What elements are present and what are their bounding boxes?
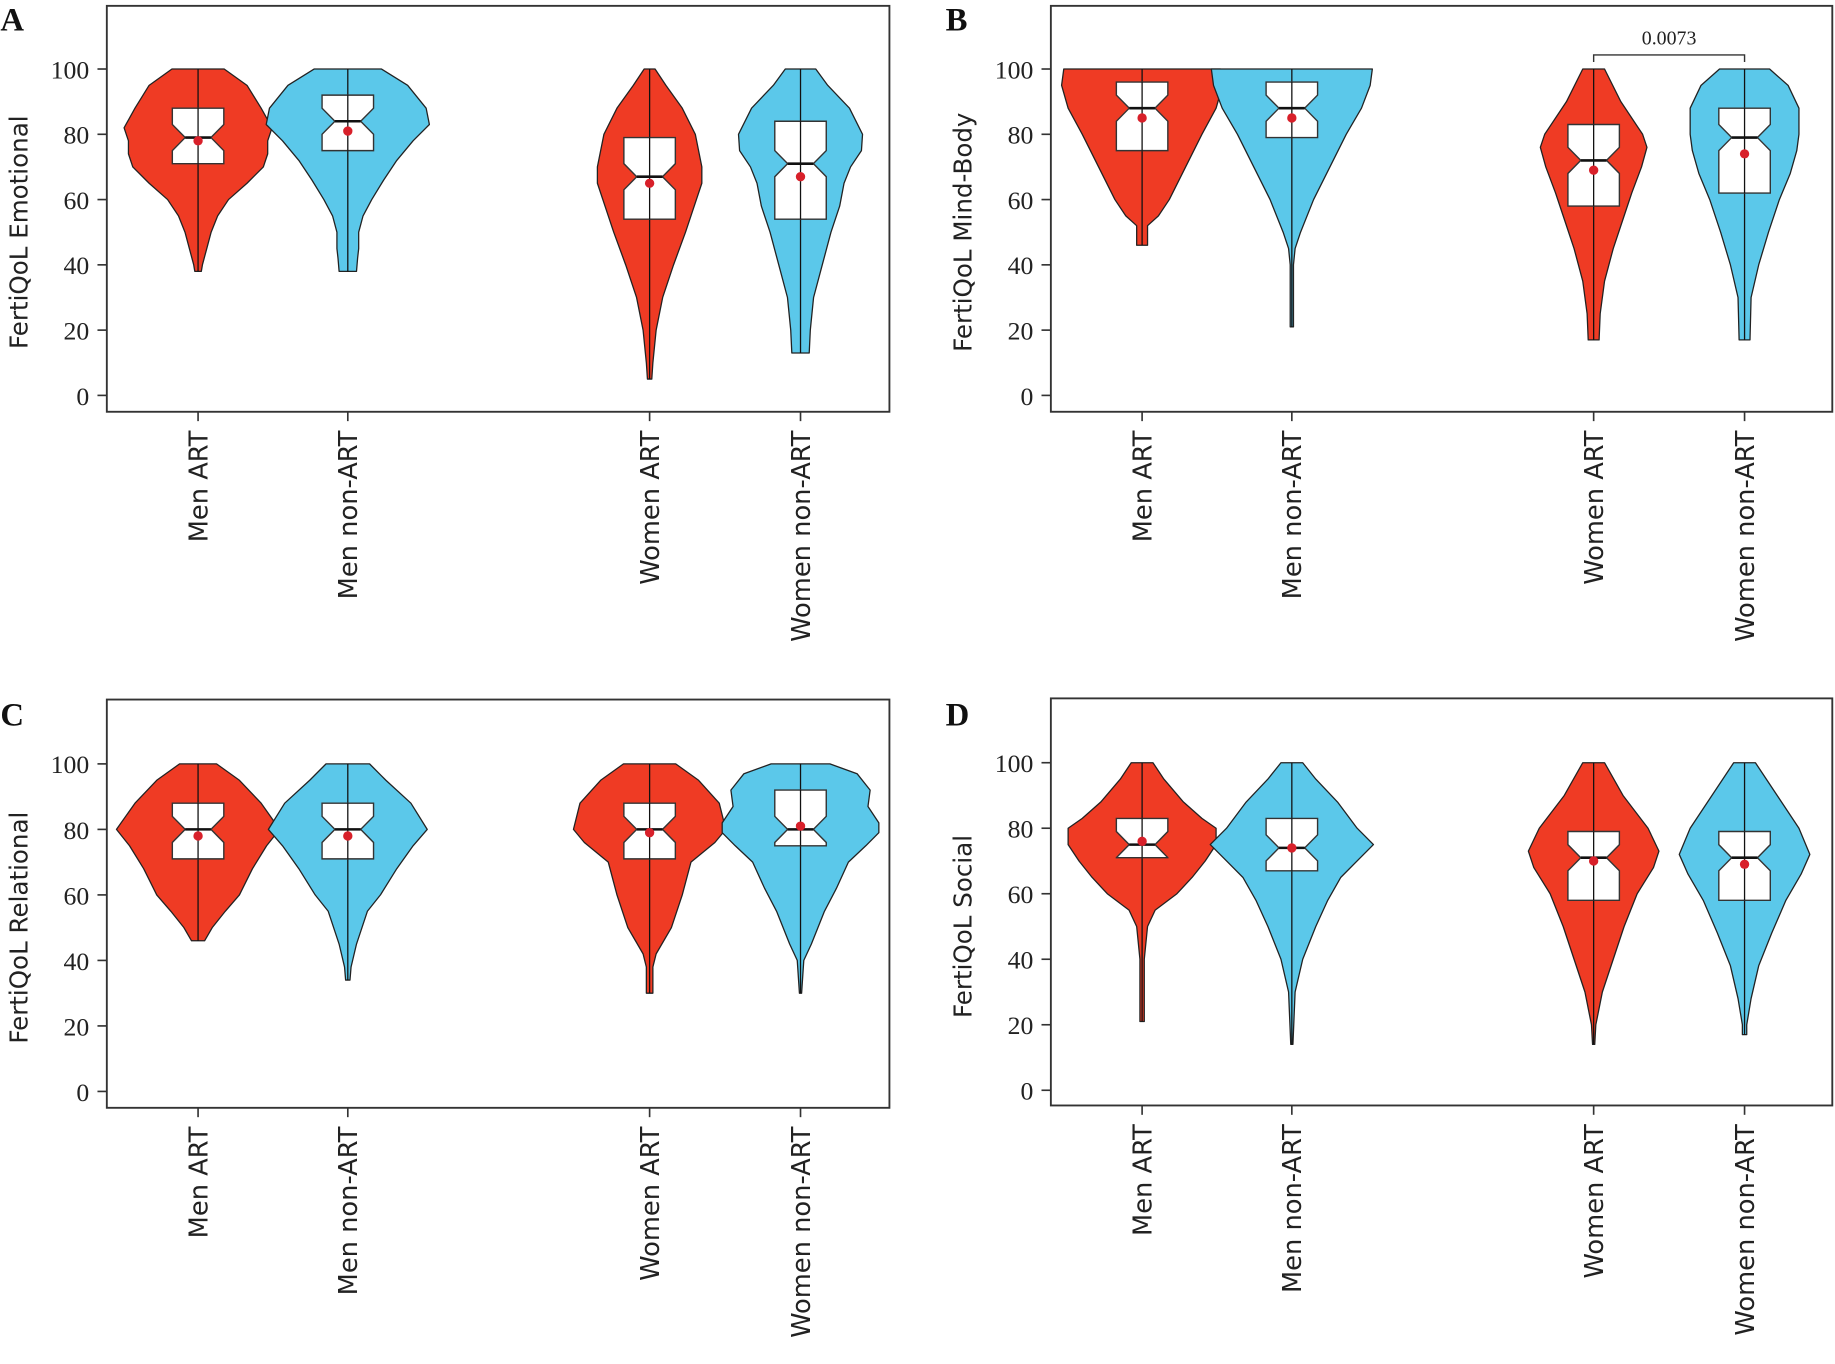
violin-group — [721, 763, 880, 994]
category-label: Women non-ART — [1731, 1124, 1761, 1336]
category-label: Men ART — [1128, 1124, 1158, 1236]
panel-letter: D — [946, 697, 970, 733]
category-label: Women ART — [636, 430, 666, 585]
y-tick-label: 100 — [995, 749, 1034, 778]
violin-group — [596, 68, 703, 380]
mean-marker — [1287, 843, 1297, 853]
mean-marker — [1137, 836, 1147, 847]
p-value-label: 0.0073 — [1642, 27, 1697, 49]
y-tick-label: 40 — [1008, 251, 1034, 280]
category-label: Women ART — [1580, 1124, 1610, 1279]
mean-marker — [1739, 859, 1750, 869]
plot-frame — [1049, 697, 1834, 1107]
mean-marker — [343, 126, 353, 136]
y-tick-label: 60 — [1008, 880, 1034, 909]
mean-marker — [343, 831, 353, 841]
y-axis-title: FertiQoL Mind-Body — [948, 113, 977, 352]
y-tick-label: 80 — [1008, 121, 1034, 150]
panel-letter: C — [0, 697, 24, 733]
violin-group — [737, 68, 864, 354]
y-tick-label: 80 — [64, 816, 90, 845]
violin-group — [572, 763, 727, 994]
violin-group — [265, 68, 431, 273]
y-tick-label: 100 — [995, 55, 1034, 84]
plot-frame — [1049, 4, 1834, 413]
y-tick-label: 20 — [1008, 316, 1034, 345]
y-tick-label: 40 — [1008, 946, 1034, 975]
mean-marker — [1287, 113, 1297, 123]
violin-group — [1678, 762, 1811, 1036]
mean-marker — [193, 136, 203, 146]
y-tick-label: 0 — [76, 1078, 89, 1107]
category-label: Men non-ART — [1278, 430, 1308, 599]
y-tick-label: 100 — [51, 55, 90, 84]
violin-group — [115, 763, 281, 942]
mean-marker — [795, 821, 806, 831]
panel-c: C 0 20 40 60 80 100 FertiQoL Relational Men ART M… — [0, 697, 891, 1338]
panel-letter: A — [0, 2, 24, 38]
panel-d: D 0 20 40 60 80 100 FertiQoL Social Men ART Men n… — [946, 697, 1834, 1336]
y-tick-label: 60 — [64, 186, 90, 215]
category-label: Women ART — [1580, 430, 1610, 585]
category-label: Men ART — [184, 1126, 214, 1238]
category-label: Women ART — [636, 1126, 666, 1281]
y-tick-label: 80 — [1008, 815, 1034, 844]
violin-group — [123, 68, 273, 273]
category-label: Men ART — [184, 430, 214, 542]
y-tick-label: 100 — [51, 750, 90, 779]
y-tick-label: 40 — [64, 947, 90, 976]
category-label: Women non-ART — [1731, 430, 1761, 642]
y-tick-label: 0 — [76, 382, 89, 411]
y-axis-title: FertiQoL Emotional — [4, 115, 33, 349]
violin-group — [1067, 762, 1217, 1023]
plot-frame — [105, 698, 891, 1109]
y-tick-label: 20 — [1008, 1011, 1034, 1040]
mean-marker — [1137, 113, 1147, 123]
y-tick-label: 20 — [64, 316, 90, 345]
plot-frame — [105, 4, 891, 413]
mean-marker — [795, 172, 806, 182]
category-label: Women non-ART — [787, 430, 817, 642]
panel-letter: B — [946, 2, 968, 38]
y-tick-label: 0 — [1020, 382, 1033, 411]
mean-marker — [1739, 149, 1750, 159]
mean-marker — [644, 178, 655, 188]
violin-group — [267, 763, 428, 981]
category-label: Men non-ART — [1278, 1124, 1308, 1293]
panel-a: A 0 20 40 60 80 100 FertiQoL Emotional Men ART Me… — [0, 2, 891, 642]
category-label: Men ART — [1128, 430, 1158, 542]
violin-group — [1527, 762, 1660, 1046]
mean-marker — [193, 831, 203, 841]
mean-marker — [644, 827, 655, 838]
violin-group — [1209, 762, 1375, 1046]
y-tick-label: 20 — [64, 1012, 90, 1041]
y-axis-title: FertiQoL Social — [948, 835, 977, 1018]
violin-group — [1060, 68, 1224, 246]
y-tick-label: 80 — [64, 121, 90, 150]
y-tick-label: 0 — [1020, 1077, 1033, 1106]
category-label: Women non-ART — [787, 1126, 817, 1338]
violin-group — [1210, 68, 1373, 328]
mean-marker — [1588, 165, 1599, 175]
y-tick-label: 60 — [64, 881, 90, 910]
y-tick-label: 40 — [64, 251, 90, 280]
y-axis-title: FertiQoL Relational — [4, 812, 33, 1044]
violin-group — [1689, 68, 1800, 341]
violin-group — [1539, 68, 1648, 341]
panel-b: B 0 20 40 60 80 100 FertiQoL Mind-Body Men ART Me… — [946, 2, 1834, 642]
category-label: Men non-ART — [334, 1126, 364, 1295]
category-label: Men non-ART — [334, 430, 364, 599]
mean-marker — [1588, 856, 1599, 866]
y-tick-label: 60 — [1008, 186, 1034, 215]
significance-bracket — [1592, 54, 1746, 62]
